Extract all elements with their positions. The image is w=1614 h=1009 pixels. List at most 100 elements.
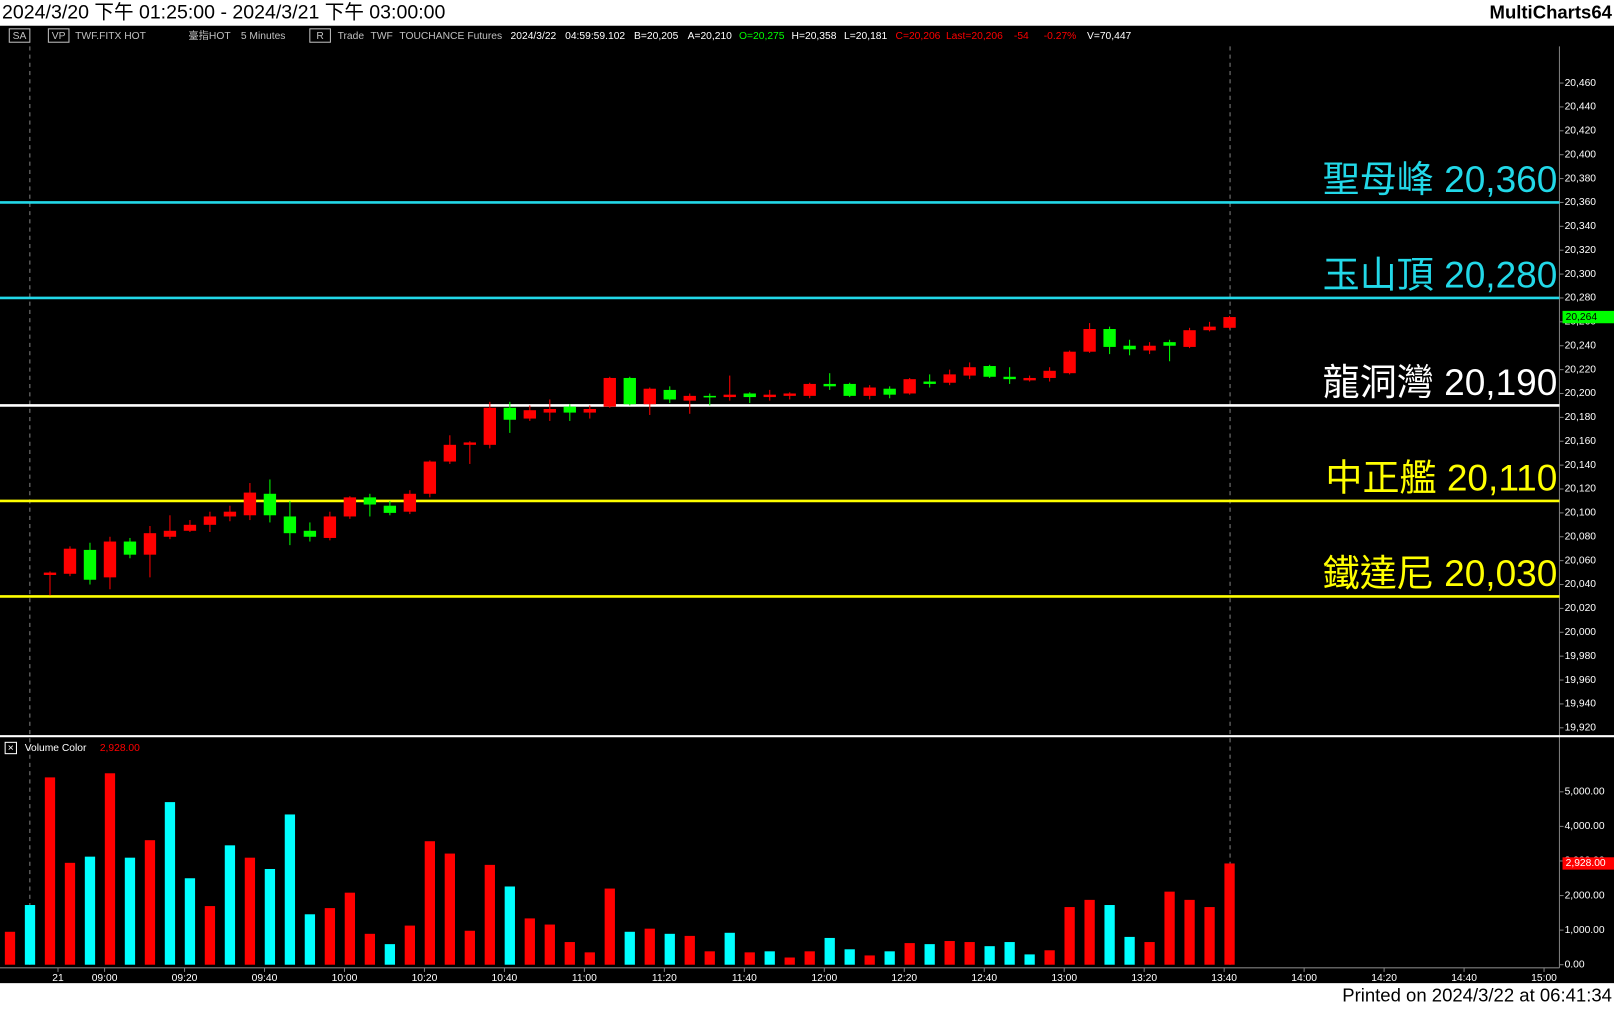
print-footer: Printed on 2024/3/22 at 06:41:34 — [1342, 985, 1612, 1006]
toolbar-item: TWF.FITX HOT — [75, 31, 147, 42]
x-tick-label: 12:40 — [971, 973, 997, 984]
level-value: 20,360 — [1444, 158, 1557, 200]
x-tick-label: 09:00 — [92, 973, 118, 984]
volume-bar — [764, 951, 775, 965]
indicator-name: Volume Color — [25, 743, 87, 754]
candle-body — [883, 388, 896, 395]
candle-body — [123, 541, 137, 555]
indicator-value: 2,928.00 — [100, 743, 140, 754]
candle-body — [243, 492, 257, 516]
x-tick-label: 13:40 — [1211, 973, 1237, 984]
candle-body — [223, 511, 237, 517]
candle-body — [183, 524, 197, 531]
toolbar-item: L=20,181 — [844, 31, 887, 42]
toolbar-item: 04:59:59.102 — [565, 31, 625, 42]
candle-body — [483, 407, 497, 445]
volume-bar — [1124, 936, 1135, 965]
volume-bar — [104, 773, 116, 965]
volume-bar — [664, 933, 675, 965]
y-tick-label: 20,400 — [1565, 149, 1597, 160]
indicator-close-box[interactable] — [4, 741, 17, 755]
toolbar-item: Trade — [338, 31, 365, 42]
candle-body — [403, 493, 417, 512]
candle-body — [1063, 351, 1076, 374]
candle-body — [1143, 345, 1156, 351]
volume-bar — [584, 952, 595, 965]
level-value: 20,110 — [1447, 456, 1558, 498]
y-tick-label: 20,140 — [1565, 460, 1597, 471]
candle-body — [1223, 317, 1236, 328]
candle-body — [803, 383, 816, 396]
x-tick-label: 15:00 — [1531, 973, 1557, 984]
volume-bar — [424, 841, 435, 965]
candle-body — [743, 393, 756, 398]
toolbar-button[interactable] — [47, 28, 70, 43]
y-tick-label: 20,120 — [1565, 484, 1597, 495]
toolbar-item: 2024/3/22 — [511, 31, 557, 42]
y-tick-label: 20,320 — [1565, 245, 1597, 256]
volume-bar — [1104, 905, 1115, 965]
toolbar-item: R — [316, 31, 323, 42]
y-tick-label: 19,940 — [1565, 699, 1597, 710]
level-value: 20,190 — [1444, 361, 1557, 403]
candle-body — [983, 366, 996, 377]
volume-bar — [744, 952, 755, 965]
volume-bar — [344, 892, 356, 965]
volume-bar — [44, 777, 56, 965]
candle-body — [763, 394, 776, 398]
candle-body — [783, 393, 796, 396]
toolbar-item: O=20,275 — [739, 31, 785, 42]
volume-bar — [1004, 942, 1015, 965]
y-tick-label: 20,280 — [1565, 293, 1597, 304]
candle-body — [1123, 345, 1136, 350]
y-tick-label: 20,020 — [1565, 603, 1597, 614]
x-tick-label: 13:00 — [1051, 973, 1077, 984]
y-tick-label: 20,180 — [1565, 412, 1597, 423]
y-tick-label: 0.00 — [1565, 959, 1585, 970]
x-tick-label: 14:40 — [1451, 973, 1477, 984]
title-bar — [0, 0, 1614, 26]
footer-bar — [0, 983, 1614, 1009]
toolbar-item: TWF — [371, 31, 393, 42]
last-volume-marker — [1562, 857, 1614, 870]
candle-body — [1183, 330, 1196, 347]
toolbar-button[interactable] — [309, 28, 331, 43]
last-price-label: 20,264 — [1566, 312, 1598, 323]
volume-bar — [1084, 899, 1095, 965]
candle-body — [1103, 329, 1116, 347]
candle-body — [323, 516, 337, 538]
candle-body — [663, 389, 676, 400]
y-tick-label: 20,000 — [1565, 627, 1597, 638]
y-tick-label: 20,380 — [1565, 173, 1597, 184]
level-name: 龍洞灣 — [1323, 361, 1434, 403]
candle-body — [603, 377, 616, 407]
candle-body — [843, 383, 856, 396]
volume-bar — [284, 814, 296, 965]
toolbar-button[interactable] — [8, 28, 31, 43]
x-tick-label: 10:00 — [332, 973, 358, 984]
volume-bar — [1044, 950, 1055, 965]
volume-bar — [84, 856, 96, 965]
candle-body — [363, 497, 377, 505]
y-tick-label: 20,040 — [1565, 579, 1597, 590]
toolbar-item: VP — [52, 31, 66, 42]
y-tick-label: 20,460 — [1565, 78, 1597, 89]
y-tick-label: 19,920 — [1565, 723, 1597, 734]
x-tick-label: 11:00 — [572, 973, 597, 984]
volume-bar — [544, 924, 555, 965]
level-label: 鐵達尼 20,030 — [1323, 552, 1558, 594]
volume-bar — [404, 925, 416, 965]
x-tick-label: 14:00 — [1291, 973, 1317, 984]
candle-body — [503, 407, 516, 420]
candle-body — [943, 374, 956, 383]
volume-bar — [724, 932, 735, 965]
candle-body — [383, 505, 397, 513]
volume-bar — [484, 864, 495, 965]
candle-body — [683, 395, 696, 401]
candle-body — [703, 395, 716, 398]
toolbar-item: C=20,206 — [896, 31, 941, 42]
candle-body — [263, 493, 277, 516]
volume-bar — [784, 957, 795, 965]
volume-bar — [184, 878, 196, 965]
